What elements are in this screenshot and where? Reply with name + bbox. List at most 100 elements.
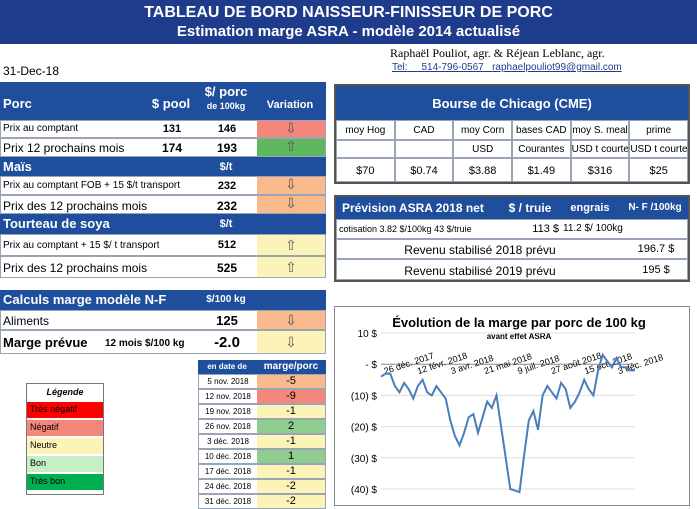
variation-down-icon: ⇩: [257, 196, 325, 213]
aliments-row: Aliments 125 ⇩: [0, 310, 326, 330]
marge-label: Marge prévue: [3, 335, 88, 350]
revenu2018-row: Revenu stabilisé 2018 prévu 196.7 $: [336, 239, 688, 259]
row-label: Prix 12 prochains mois: [3, 141, 125, 155]
marge-chart-panel: Évolution de la marge par porc de 100 kg…: [334, 306, 690, 506]
mais-row-comptant: Prix au comptant FOB + 15 $/t transport …: [0, 176, 326, 195]
history-date: 31 déc. 2018: [204, 497, 252, 506]
history-row: 5 nov. 2018 -5: [198, 374, 326, 389]
legende-item: Très bon: [27, 474, 103, 490]
history-table: en date de marge/porc 5 nov. 2018 -5 12 no…: [198, 360, 326, 509]
mais-value: 232: [216, 199, 238, 213]
phone-number[interactable]: 514-796-0567: [421, 62, 484, 73]
soya-row-comptant: Prix au comptant + 15 $/ t transport 512…: [0, 234, 326, 256]
calculs-header-row: Calculs marge modèle N-F $/100 kg: [0, 290, 326, 310]
revenu2019-value: 195 $: [642, 264, 670, 276]
legende: Légende Très négatif Négatif Neutre Bon Très…: [26, 383, 104, 495]
row-label: Prix au comptant + 15 $/ t transport: [3, 240, 160, 251]
aliments-label: Aliments: [3, 314, 50, 328]
bourse-col-unit: USD t courte: [570, 140, 630, 158]
col-nf: N- F /100kg: [628, 202, 682, 213]
chart-ytick-label: (20) $: [351, 423, 378, 434]
col-truie: $ / truie: [508, 201, 552, 215]
bourse-col-value: $316: [570, 158, 630, 182]
variation-down-icon: ⇩: [257, 121, 325, 137]
soya-value: 525: [216, 261, 238, 275]
legende-title: Légende: [46, 387, 84, 397]
history-value: 1: [257, 450, 325, 463]
chart-ytick-label: (10) $: [351, 391, 378, 402]
chart-subtitle: avant effet ASRA: [487, 332, 552, 341]
variation-up-icon: ⇧: [257, 235, 325, 255]
title-line2: Estimation marge ASRA - modèle 2014 actu…: [176, 23, 521, 40]
chart-title: Évolution de la marge par porc de 100 kg: [392, 315, 646, 330]
history-value: -5: [257, 375, 325, 388]
variation-up-icon: ⇧: [257, 139, 325, 156]
cotisation-truie: 113 $: [532, 223, 559, 235]
history-value: -9: [257, 390, 325, 403]
history-row: 24 déc. 2018 -2: [198, 479, 326, 494]
cotisation-label: cotisation 3.82 $/100kg 43 $/truie: [339, 224, 472, 234]
bourse-col-unit: Courantes: [512, 140, 571, 158]
marge-sub: 12 mois $/100 kg: [105, 338, 185, 349]
soya-value: 512: [217, 239, 237, 251]
bourse-col-header: prime: [629, 120, 688, 140]
bourse-col-header: moy Hog: [336, 120, 395, 140]
bourse-col-value: $1.49: [512, 158, 571, 182]
calculs-header: Calculs marge modèle N-F: [3, 292, 167, 307]
history-value: 2: [257, 420, 325, 433]
mais-unit: $/t: [219, 161, 233, 173]
porc-row-12mois: Prix 12 prochains mois 174 193 ⇧: [0, 138, 326, 157]
calculs-unit: $/100 kg: [206, 294, 246, 305]
revenu2019-row: Revenu stabilisé 2019 prévu 195 $: [336, 259, 688, 280]
bourse-col-header: moy S. meal: [570, 120, 630, 140]
history-value: -1: [257, 405, 325, 418]
porc-row-comptant: Prix au comptant 131 146 ⇩: [0, 120, 326, 138]
bourse-col-unit: USD: [453, 140, 512, 158]
marge-row: Marge prévue 12 mois $/100 kg -2.0 ⇩: [0, 330, 326, 354]
mais-row-12mois: Prix des 12 prochains mois 232 ⇩: [0, 195, 326, 214]
variation-up-icon: ⇧: [257, 257, 325, 277]
bourse-col-value: $3.88: [453, 158, 512, 182]
title-bar: TABLEAU DE BORD NAISSEUR-FINISSEUR DE PO…: [0, 0, 697, 44]
history-date: 10 déc. 2018: [204, 452, 252, 461]
chart-ytick-label: - $: [365, 360, 377, 371]
chart-ytick-label: (30) $: [351, 454, 378, 465]
history-date: 3 déc. 2018: [207, 437, 249, 446]
history-row: 17 déc. 2018 -1: [198, 464, 326, 479]
soya-row-12mois: Prix des 12 prochains mois 525 ⇧: [0, 256, 326, 278]
history-value: -1: [257, 465, 325, 478]
contact-line[interactable]: Tel: 514-796-0567 raphaelpouliot99@gmail…: [392, 62, 692, 73]
aliments-value: 125: [216, 313, 238, 328]
col-date: en date de: [207, 362, 247, 371]
row-label: Prix des 12 prochains mois: [3, 261, 148, 275]
history-row: 19 nov. 2018 -1: [198, 404, 326, 419]
prevision-header-row: Prévision ASRA 2018 net $ / truie engrai…: [336, 197, 688, 219]
row-label: Prix des 12 prochains mois: [3, 199, 148, 213]
phone-label: Tel:: [392, 62, 408, 73]
row-label: Prix au comptant: [3, 123, 79, 134]
porc-value: 193: [216, 141, 238, 155]
history-row: 26 nov. 2018 2: [198, 419, 326, 434]
legende-item: Très négatif: [27, 402, 103, 418]
chart-series-line: [380, 352, 635, 494]
mais-header: Maïs: [3, 159, 32, 174]
soya-header-row: Tourteau de soya $/t: [0, 214, 326, 234]
history-header-row: en date de marge/porc: [198, 360, 326, 374]
porc-header: Porc: [3, 96, 32, 111]
bourse-col-value: $70: [336, 158, 395, 182]
history-date: 12 nov. 2018: [205, 392, 251, 401]
history-value: -1: [257, 435, 325, 448]
bourse-col-header: CAD: [394, 120, 454, 140]
bourse-col-unit: [394, 140, 454, 158]
history-date: 26 nov. 2018: [205, 422, 251, 431]
marge-value: -2.0: [214, 334, 240, 351]
bourse-col-value: $0.74: [394, 158, 454, 182]
revenu2019-label: Revenu stabilisé 2019 prévu: [404, 264, 556, 278]
price-table: Porc $ pool $/ porc de 100kg Variation P…: [0, 82, 326, 308]
revenu2018-value: 196.7 $: [637, 243, 675, 255]
chart-ytick-label: 10 $: [358, 329, 378, 340]
history-date: 19 nov. 2018: [205, 407, 251, 416]
history-row: 12 nov. 2018 -9: [198, 389, 326, 404]
email-link[interactable]: raphaelpouliot99@gmail.com: [492, 62, 622, 73]
marge-chart: Évolution de la marge par porc de 100 kg…: [351, 315, 664, 496]
